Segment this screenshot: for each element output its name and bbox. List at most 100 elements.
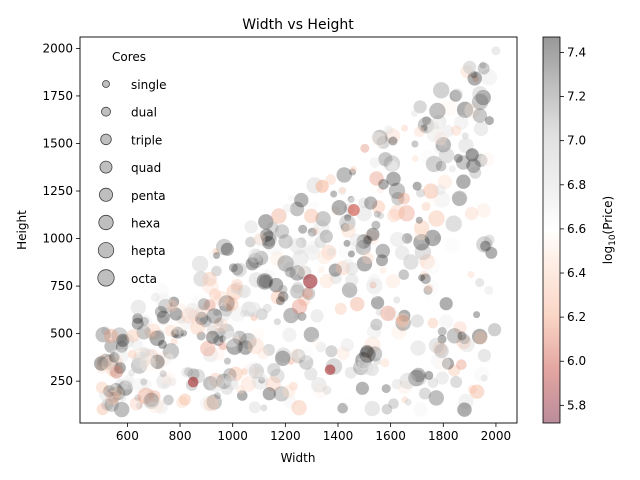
scatter-point [471, 93, 489, 111]
scatter-point [484, 234, 495, 246]
scatter-point [349, 233, 364, 247]
scatter-point [273, 386, 290, 402]
scatter-point [319, 273, 334, 289]
scatter-point [260, 228, 274, 242]
colorbar-tick-label: 6.4 [567, 266, 586, 280]
scatter-point [365, 363, 379, 377]
scatter-point [116, 333, 130, 347]
y-tick-label: 500 [50, 327, 73, 341]
scatter-point [104, 397, 119, 412]
scatter-point [248, 366, 256, 374]
scatter-point [434, 343, 449, 359]
scatter-point [395, 316, 403, 324]
legend-entry-label: dual [131, 106, 157, 120]
scatter-point [474, 331, 488, 345]
scatter-point [224, 357, 231, 365]
scatter-point [341, 223, 356, 238]
colorbar-tick-label: 7.2 [567, 90, 586, 104]
scatter-point [236, 344, 246, 354]
scatter-point [145, 349, 159, 363]
size-legend: Cores single dual triple quad penta hexa hepta… [97, 50, 167, 287]
scatter-point [248, 248, 263, 263]
scatter-point [155, 293, 172, 309]
scatter-point [302, 286, 316, 301]
scatter-point [411, 155, 419, 162]
scatter-point [488, 323, 502, 337]
scatter-point [149, 330, 165, 346]
scatter-point [427, 317, 439, 329]
scatter-point [412, 181, 422, 191]
scatter-point [258, 376, 266, 384]
scatter-point [298, 294, 311, 307]
scatter-point [433, 82, 450, 99]
scatter-point-highlight [398, 269, 410, 281]
scatter-point [297, 345, 314, 361]
scatter-point [244, 220, 258, 234]
scatter-point [356, 256, 373, 272]
scatter-point [218, 323, 235, 339]
scatter-point [389, 204, 405, 220]
scatter-point [472, 108, 488, 123]
scatter-point [106, 363, 120, 377]
scatter-point [345, 262, 359, 276]
scatter-point [319, 229, 333, 243]
scatter-point [384, 125, 394, 135]
scatter-point [195, 311, 209, 325]
scatter-point [126, 329, 140, 343]
scatter-point [394, 245, 410, 260]
scatter-point [432, 341, 448, 356]
scatter-point [390, 231, 406, 248]
scatter-point [114, 401, 130, 418]
scatter-point [172, 321, 186, 335]
scatter-point [416, 188, 425, 198]
scatter-point [117, 380, 133, 396]
scatter-point [440, 194, 453, 206]
y-tick-label: 1750 [42, 89, 73, 103]
scatter-point [204, 324, 218, 338]
scatter-point [385, 156, 393, 164]
scatter-point [270, 251, 285, 266]
scatter-point [369, 185, 379, 194]
chart-title: Width vs Height [242, 17, 354, 33]
scatter-point [424, 229, 441, 247]
scatter-point [316, 261, 324, 269]
scatter-point [317, 266, 325, 274]
scatter-point [214, 327, 226, 339]
scatter-point [424, 283, 434, 293]
scatter-point [275, 296, 285, 306]
scatter-point [398, 192, 410, 205]
scatter-point [429, 102, 446, 120]
scatter-point [215, 238, 233, 256]
scatter-point [294, 192, 309, 208]
scatter-point-highlight [303, 274, 318, 289]
scatter-point [111, 327, 128, 344]
scatter-point [101, 356, 116, 372]
scatter-point [97, 358, 107, 367]
scatter-point [422, 116, 432, 126]
scatter-point [291, 349, 306, 364]
scatter-point [364, 400, 380, 417]
scatter-point [353, 359, 369, 376]
scatter-point [304, 208, 319, 224]
scatter-point [411, 367, 426, 383]
scatter-point [283, 261, 299, 278]
scatter-point [226, 338, 243, 355]
scatter-point [153, 358, 166, 371]
scatter-point [357, 282, 370, 295]
scatter-point [203, 299, 216, 312]
scatter-point [207, 375, 224, 393]
scatter-point [361, 363, 374, 375]
scatter-point [393, 296, 401, 304]
scatter-point [270, 290, 286, 305]
colorbar-tick-label: 6.6 [567, 222, 586, 236]
scatter-point [140, 317, 149, 326]
colorbar-tick-label: 6.2 [567, 310, 586, 324]
scatter-point [122, 379, 133, 390]
scatter-point [356, 206, 372, 222]
scatter-point [377, 212, 385, 220]
scatter-point [291, 299, 308, 315]
scatter-point [380, 305, 396, 321]
scatter-point [270, 368, 285, 384]
scatter-point [203, 396, 219, 412]
